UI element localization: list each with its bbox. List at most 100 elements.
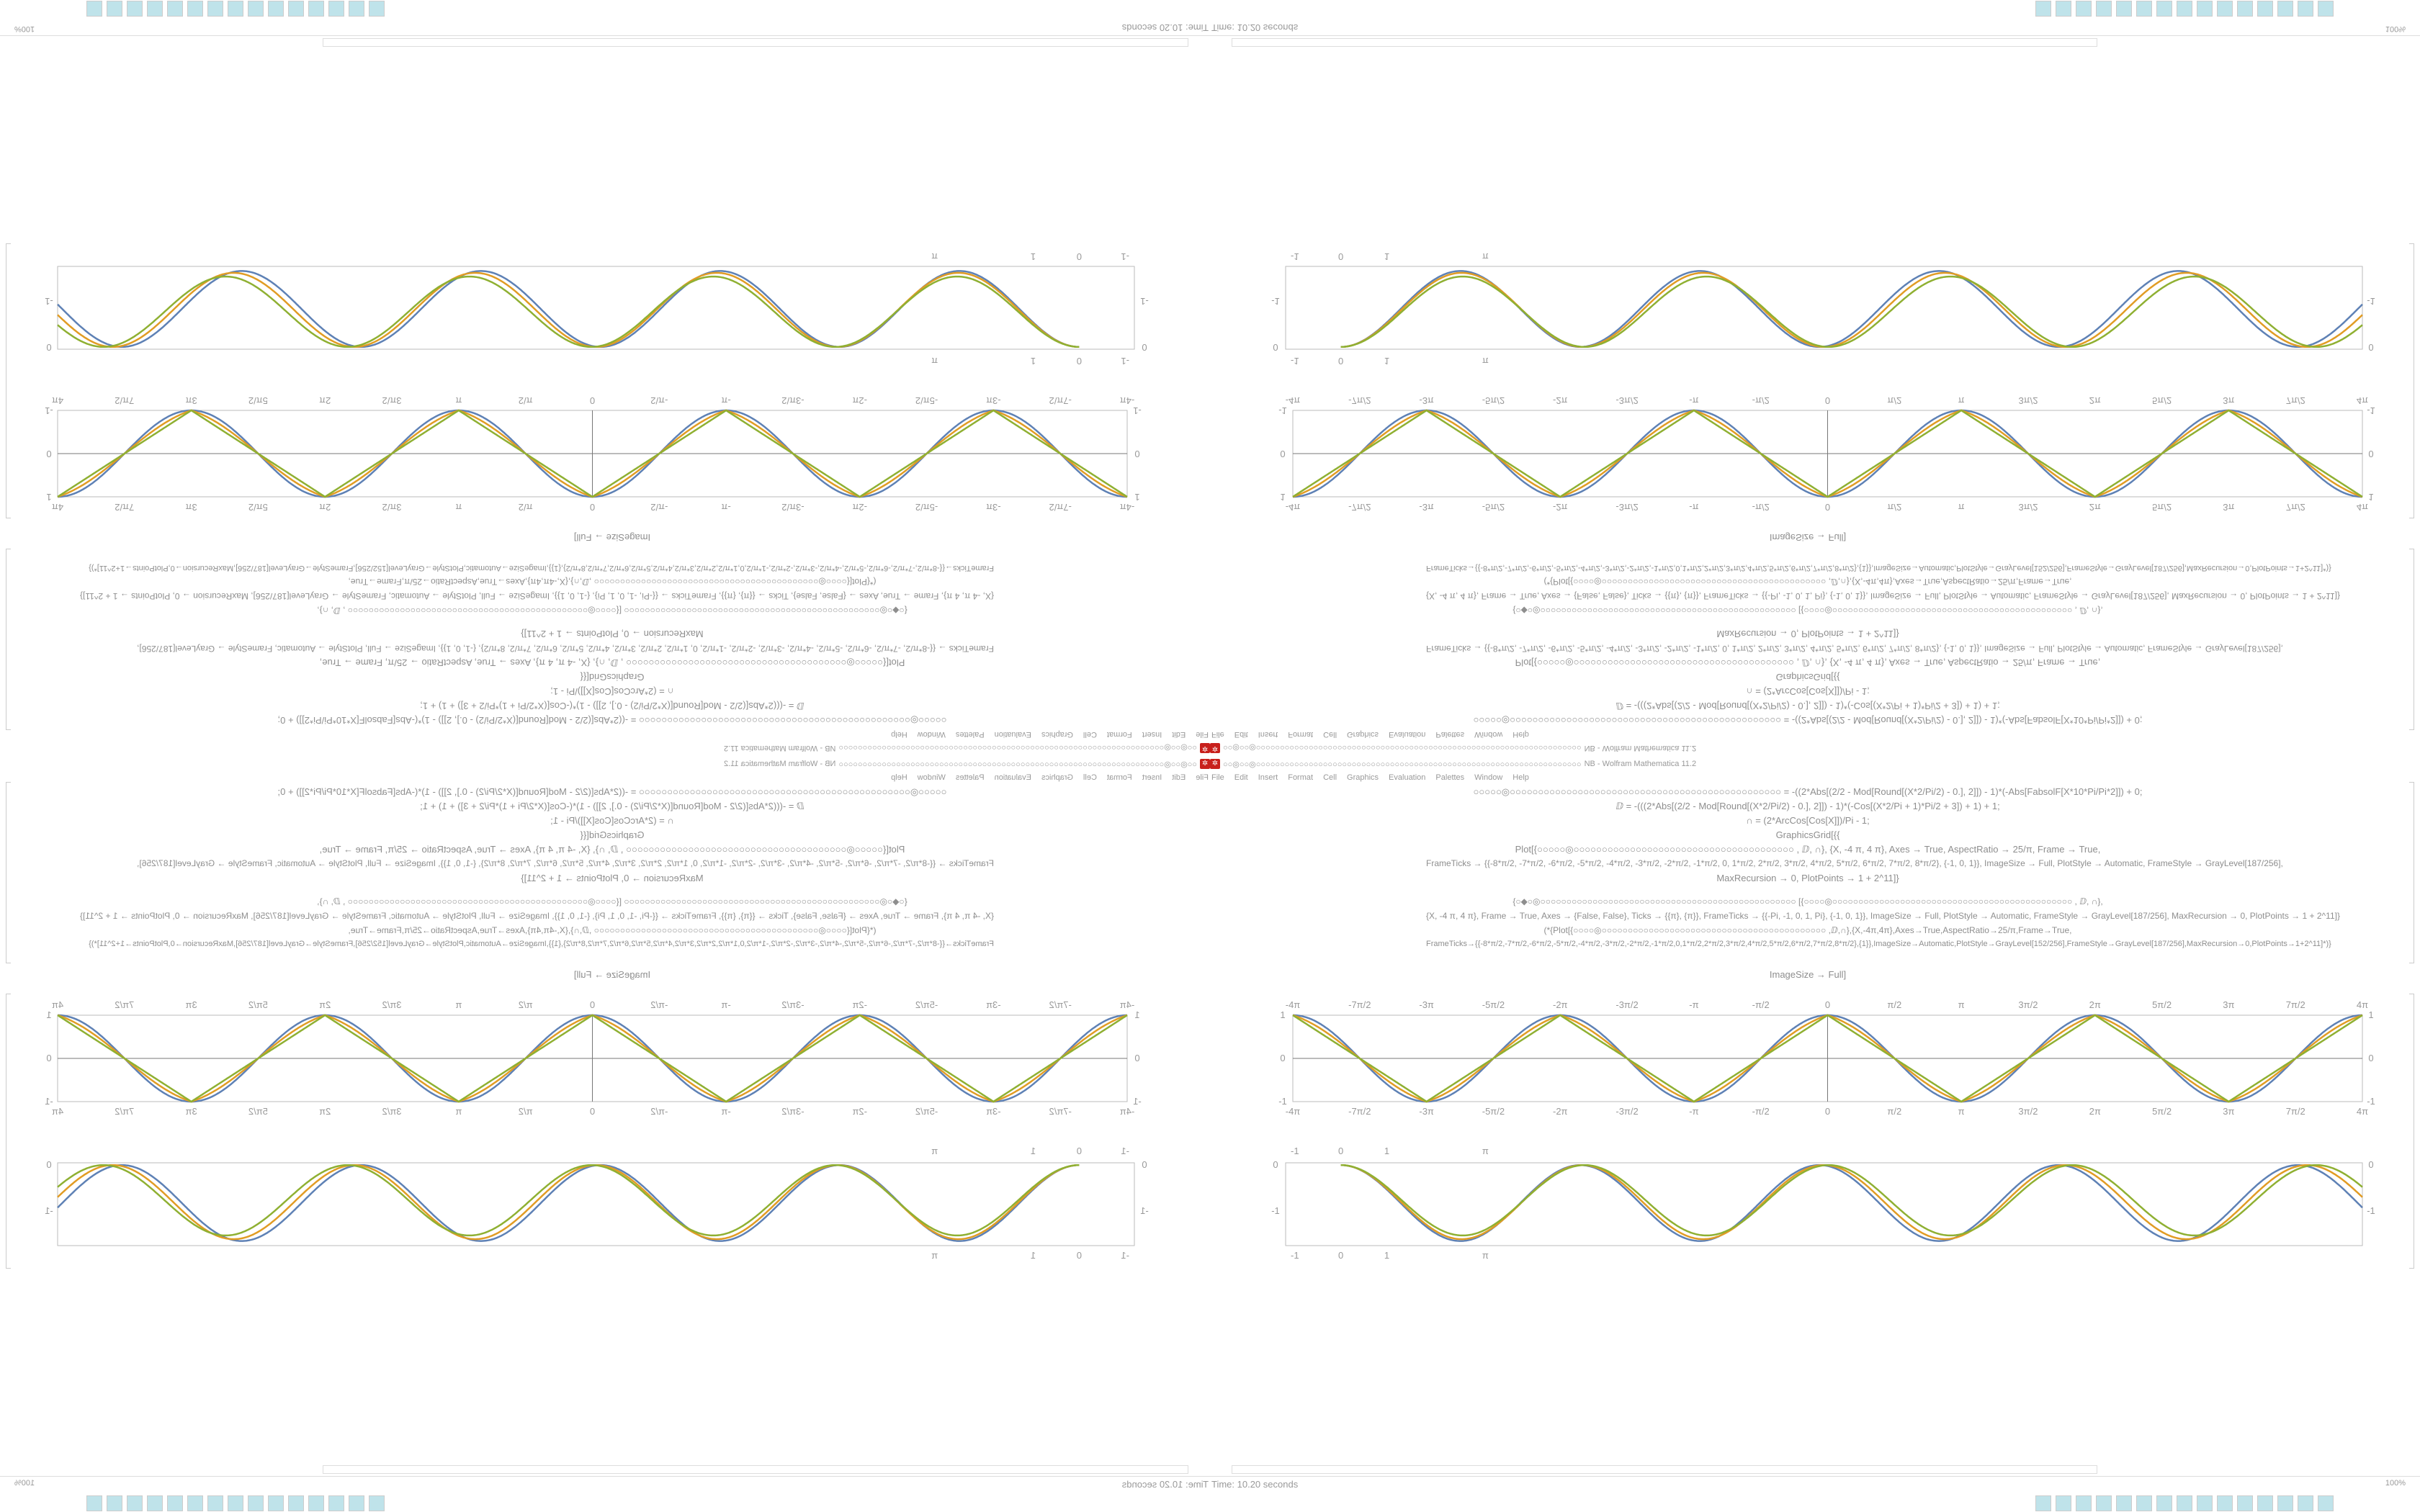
app-icon[interactable] xyxy=(127,1495,143,1511)
notepad-icon[interactable] xyxy=(228,1,243,17)
x-tick-label: 0 xyxy=(1076,1250,1082,1261)
notepad-icon[interactable] xyxy=(2116,1495,2132,1511)
notepad-icon[interactable] xyxy=(2096,1495,2112,1511)
code-line[interactable]: (*{Plot[{○○○○◎○○○○○○○○○○○○○○○○○○○○○○○○○○… xyxy=(1543,925,2072,935)
notepad-icon[interactable] xyxy=(2197,1,2213,17)
menu-edit[interactable]: Edit xyxy=(1234,773,1248,782)
zoom-level[interactable]: 100% xyxy=(14,1479,35,1488)
settings-icon[interactable] xyxy=(328,1495,344,1511)
code-line[interactable]: ImageSize → Full] xyxy=(1769,969,1847,980)
notepad-icon[interactable] xyxy=(187,1,203,17)
code-line[interactable]: {X, -4 π, 4 π}, Frame → True, Axes → {Fa… xyxy=(1426,911,2340,921)
notepad-icon[interactable] xyxy=(207,1495,223,1511)
x-tick-label: 0 xyxy=(1338,1250,1344,1261)
code-line[interactable]: {○◆○◎○○○○○○○○○○○○○○○○○○○○○○○○○○○○○○○○○○○… xyxy=(1512,896,2103,906)
firefox-icon[interactable] xyxy=(349,1,364,17)
notepad-icon[interactable] xyxy=(248,1495,264,1511)
notepad-icon[interactable] xyxy=(2096,1,2112,17)
menu-graphics[interactable]: Graphics xyxy=(1347,773,1379,782)
notepad-icon[interactable] xyxy=(2217,1,2233,17)
terminal-icon[interactable] xyxy=(2237,1495,2253,1511)
program-icon[interactable] xyxy=(2035,1495,2051,1511)
program-icon[interactable] xyxy=(369,1,385,17)
app-icon[interactable] xyxy=(2277,1495,2293,1511)
settings-icon[interactable] xyxy=(2076,1,2092,17)
settings-icon[interactable] xyxy=(328,1,344,17)
notepad-icon[interactable] xyxy=(2197,1495,2213,1511)
app-icon[interactable] xyxy=(127,1,143,17)
program-icon[interactable] xyxy=(2035,1,2051,17)
app-icon[interactable] xyxy=(2277,1,2293,17)
notepad-icon[interactable] xyxy=(228,1495,243,1511)
menu-help[interactable]: Help xyxy=(1512,773,1529,782)
code-line[interactable]: GraphicsGrid[{{ xyxy=(1775,829,1840,840)
y-tick-label: 1 xyxy=(2368,1009,2374,1020)
horizontal-scrollbar[interactable] xyxy=(1232,38,2097,47)
notepad-icon[interactable] xyxy=(2156,1,2172,17)
ie-icon[interactable] xyxy=(86,1,102,17)
horizontal-scrollbar[interactable] xyxy=(1232,1465,2097,1474)
zoom-level[interactable]: 100% xyxy=(2385,24,2406,33)
x-tick-label: π/2 xyxy=(1887,999,1902,1010)
folder-icon[interactable] xyxy=(147,1,163,17)
file-icon[interactable] xyxy=(107,1495,122,1511)
menu-window[interactable]: Window xyxy=(1474,773,1503,782)
zoom-level[interactable]: 100% xyxy=(2385,1479,2406,1488)
menu-file[interactable]: File xyxy=(1211,773,1224,782)
ie-icon[interactable] xyxy=(2318,1,2334,17)
code-line[interactable]: Plot[{○○○○○◎○○○○○○○○○○○○○○○○○○○○○○○○○○○○… xyxy=(1515,844,2101,855)
notepad-icon[interactable] xyxy=(2177,1495,2192,1511)
output-cell-bracket[interactable] xyxy=(2409,994,2414,1269)
zoom-level[interactable]: 100% xyxy=(14,24,35,33)
input-cell-bracket[interactable] xyxy=(2409,782,2414,963)
notepad-icon[interactable] xyxy=(207,1,223,17)
menu-format[interactable]: Format xyxy=(1288,773,1314,782)
settings-icon[interactable] xyxy=(2076,1495,2092,1511)
firefox-icon[interactable] xyxy=(2056,1495,2071,1511)
terminal-icon[interactable] xyxy=(167,1,183,17)
notepad-icon[interactable] xyxy=(187,1495,203,1511)
notepad-icon[interactable] xyxy=(308,1495,324,1511)
program-icon[interactable] xyxy=(369,1495,385,1511)
firefox-icon[interactable] xyxy=(2056,1,2071,17)
ie-icon[interactable] xyxy=(2318,1495,2334,1511)
notepad-icon[interactable] xyxy=(248,1,264,17)
notepad-icon[interactable] xyxy=(268,1,284,17)
notepad-icon[interactable] xyxy=(2136,1495,2152,1511)
code-line[interactable]: ∩ = (2*ArcCos[Cos[X]])/Pi - 1; xyxy=(1746,815,1870,826)
code-line[interactable]: MaxRecursion → 0, PlotPoints → 1 + 2^11]… xyxy=(1716,873,1899,883)
code-line[interactable]: FrameTicks→{{-8*π/2,-7*π/2,-6*π/2,-5*π/2… xyxy=(1426,940,2331,948)
notepad-icon[interactable] xyxy=(288,1,304,17)
horizontal-scrollbar[interactable] xyxy=(323,1465,1188,1474)
notebook-quadrant-mirror: ✲ ○○◎○○◎○○○○○○○○○○○○○○○○○○○○○○○○○○○○○○○○… xyxy=(0,0,1210,756)
folder-icon[interactable] xyxy=(2257,1,2273,17)
notepad-icon[interactable] xyxy=(2116,1,2132,17)
menu-evaluation[interactable]: Evaluation xyxy=(1389,773,1426,782)
notepad-icon[interactable] xyxy=(308,1,324,17)
notepad-icon[interactable] xyxy=(2217,1495,2233,1511)
file-icon[interactable] xyxy=(2298,1,2313,17)
code-line[interactable]: FrameTicks → {{-8*π/2, -7*π/2, -6*π/2, -… xyxy=(1426,858,2283,868)
file-icon[interactable] xyxy=(107,1,122,17)
folder-icon[interactable] xyxy=(2257,1495,2273,1511)
file-icon[interactable] xyxy=(2298,1495,2313,1511)
code-line[interactable]: ○○○○○◎○○○○○○○○○○○○○○○○○○○○○○○○○○○○○○○○○○… xyxy=(1473,786,2143,797)
horizontal-scrollbar[interactable] xyxy=(323,38,1188,47)
notepad-icon[interactable] xyxy=(288,1495,304,1511)
x-tick-label: 0 xyxy=(1076,1146,1082,1156)
menu-palettes[interactable]: Palettes xyxy=(1435,773,1465,782)
plot-frame xyxy=(1285,1162,2363,1246)
ie-icon[interactable] xyxy=(86,1495,102,1511)
menu-cell[interactable]: Cell xyxy=(1323,773,1337,782)
folder-icon[interactable] xyxy=(147,1495,163,1511)
terminal-icon[interactable] xyxy=(2237,1,2253,17)
notepad-icon[interactable] xyxy=(2156,1495,2172,1511)
menu-insert[interactable]: Insert xyxy=(1258,773,1278,782)
status-bar: Time: 10.20 seconds 100% xyxy=(0,19,1210,36)
notepad-icon[interactable] xyxy=(268,1495,284,1511)
notepad-icon[interactable] xyxy=(2177,1,2192,17)
code-line[interactable]: ⅅ = -(((2*Abs[(2/2 - Mod[Round[(X*2/Pi/2… xyxy=(1615,801,2000,811)
notepad-icon[interactable] xyxy=(2136,1,2152,17)
terminal-icon[interactable] xyxy=(167,1495,183,1511)
firefox-icon[interactable] xyxy=(349,1495,364,1511)
